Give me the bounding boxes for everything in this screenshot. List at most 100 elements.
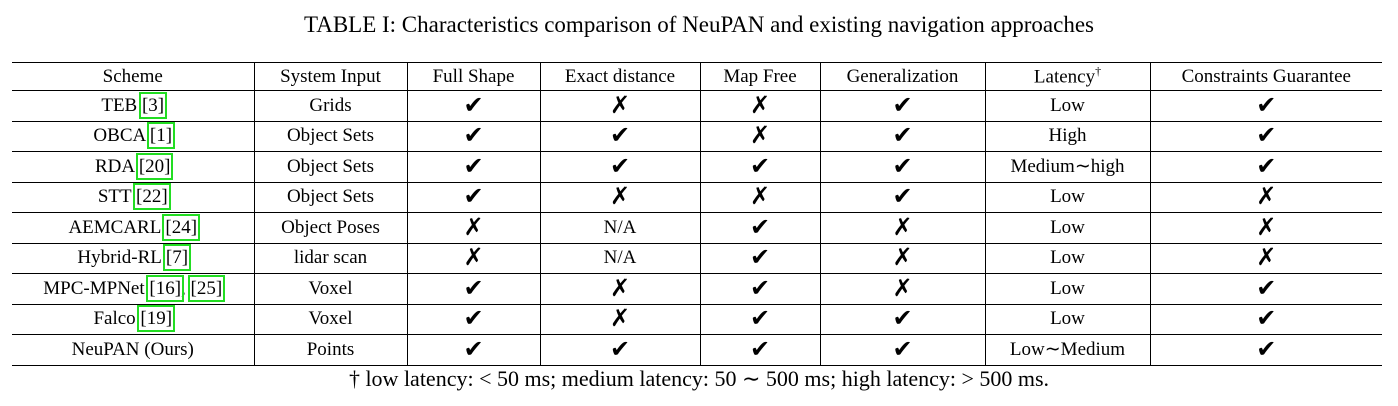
comparison-table: Scheme System Input Full Shape Exact distan… (12, 62, 1382, 366)
text-cell: Points (253, 334, 407, 366)
text-cell: Voxel (253, 273, 407, 305)
symbol-cell: ✔ (699, 151, 820, 183)
symbol-cell: ✔ (819, 334, 985, 366)
symbol-cell: ✔ (1149, 303, 1382, 335)
symbol-cell: ✔ (699, 334, 820, 366)
table-row: MPC-MPNet [16], [25] Voxel ✔ ✗ ✔ ✗ Low ✔ (12, 273, 1382, 305)
header-row: Scheme System Input Full Shape Exact distan… (12, 62, 1382, 91)
symbol-cell: ✗ (699, 90, 820, 122)
symbol-cell: ✗ (1149, 181, 1382, 213)
symbol-cell: ✔ (699, 242, 820, 274)
symbol-cell: ✗ (539, 273, 700, 305)
text-cell: Medium∼high (984, 151, 1150, 183)
symbol-cell: ✔ (406, 120, 540, 152)
table-body: TEB [3] Grids ✔ ✗ ✗ ✔ Low ✔ OBCA [1] Object Sets ✔… (12, 90, 1382, 366)
table-row: Hybrid-RL [7] lidar scan ✗ N/A ✔ ✗ Low ✗ (12, 242, 1382, 274)
text-cell: Object Poses (253, 212, 407, 244)
symbol-cell: ✔ (406, 303, 540, 335)
text-cell: High (984, 120, 1150, 152)
scheme-cell: MPC-MPNet [16], [25] (12, 273, 254, 305)
scheme-text: OBCA (93, 125, 150, 147)
citation-link[interactable]: [22] (133, 183, 171, 211)
text-cell: Voxel (253, 303, 407, 335)
footnote-mark: † (1095, 64, 1102, 79)
symbol-cell: ✗ (1149, 212, 1382, 244)
scheme-text: STT (97, 186, 137, 208)
table-row: STT [22] Object Sets ✔ ✗ ✗ ✔ Low ✗ (12, 181, 1382, 213)
symbol-cell: ✗ (1149, 242, 1382, 274)
table-title: TABLE I: Characteristics comparison of N… (304, 12, 1094, 37)
text-cell: Object Sets (253, 151, 407, 183)
text-cell: Low (984, 242, 1150, 274)
table-row: AEMCARL [24] Object Poses ✗ N/A ✔ ✗ Low ✗ (12, 212, 1382, 244)
symbol-cell: ✔ (1149, 334, 1382, 366)
scheme-text: MPC-MPNet (43, 277, 150, 299)
citation-link[interactable]: [1] (146, 122, 176, 150)
text-cell: Low (984, 303, 1150, 335)
citation-link[interactable]: [7] (162, 244, 192, 272)
scheme-text: Falco (93, 308, 141, 330)
symbol-cell: ✗ (699, 120, 820, 152)
symbol-cell: ✔ (1149, 273, 1382, 305)
header-cell: Map Free (699, 62, 820, 91)
symbol-cell: ✔ (406, 90, 540, 122)
header-text: Latency (1033, 66, 1096, 88)
symbol-cell: ✔ (699, 273, 820, 305)
citation-link[interactable]: [16] (146, 274, 185, 302)
text-cell: Grids (253, 90, 407, 122)
scheme-cell: TEB [3] (12, 90, 254, 122)
scheme-text: AEMCARL (68, 216, 166, 238)
symbol-cell: ✔ (1149, 151, 1382, 183)
scheme-text: Hybrid-RL (77, 247, 166, 269)
header-cell: Generalization (819, 62, 985, 91)
symbol-cell: ✗ (539, 303, 700, 335)
header-cell: Scheme (12, 62, 254, 91)
citation-link[interactable]: [3] (138, 91, 168, 119)
symbol-cell: ✗ (406, 242, 540, 274)
symbol-cell: ✗ (819, 212, 985, 244)
scheme-cell: NeuPAN (Ours) (12, 334, 254, 366)
symbol-cell: ✔ (406, 151, 540, 183)
symbol-cell: ✔ (819, 120, 985, 152)
text-cell: Low∼Medium (984, 334, 1150, 366)
header-cell: Latency† (984, 62, 1150, 91)
symbol-cell: ✔ (1149, 90, 1382, 122)
table-row: RDA [20] Object Sets ✔ ✔ ✔ ✔ Medium∼high ✔ (12, 151, 1382, 183)
scheme-text: RDA (95, 155, 139, 177)
symbol-cell: ✔ (406, 273, 540, 305)
citation-link[interactable]: [24] (162, 213, 201, 241)
scheme-cell: Falco [19] (12, 303, 254, 335)
symbol-cell: ✔ (406, 334, 540, 366)
text-cell: Low (984, 90, 1150, 122)
symbol-cell: ✔ (699, 303, 820, 335)
scheme-cell: STT [22] (12, 181, 254, 213)
scheme-text: TEB (101, 94, 142, 116)
symbol-cell: ✔ (699, 212, 820, 244)
text-cell: lidar scan (253, 242, 407, 274)
symbol-cell: ✔ (819, 151, 985, 183)
symbol-cell: ✗ (699, 181, 820, 213)
text-cell: Low (984, 273, 1150, 305)
symbol-cell: ✔ (1149, 120, 1382, 152)
scheme-text: NeuPAN (Ours) (71, 338, 194, 360)
symbol-cell: ✔ (539, 120, 700, 152)
symbol-cell: ✔ (819, 303, 985, 335)
scheme-cell: AEMCARL [24] (12, 212, 254, 244)
citation-link[interactable]: [19] (137, 305, 176, 333)
text-cell: N/A (539, 212, 700, 244)
symbol-cell: ✔ (819, 181, 985, 213)
header-cell: System Input (253, 62, 407, 91)
text-cell: Object Sets (253, 181, 407, 213)
scheme-cell: Hybrid-RL [7] (12, 242, 254, 274)
symbol-cell: ✔ (406, 181, 540, 213)
citation-link[interactable]: [20] (135, 152, 174, 180)
symbol-cell: ✗ (819, 273, 985, 305)
text-cell: Low (984, 181, 1150, 213)
header-cell: Exact distance (539, 62, 700, 91)
header-cell: Constraints Guarantee (1149, 62, 1382, 91)
symbol-cell: ✗ (406, 212, 540, 244)
scheme-cell: RDA [20] (12, 151, 254, 183)
header-cell: Full Shape (406, 62, 540, 91)
citation-link[interactable]: [25] (187, 274, 226, 302)
